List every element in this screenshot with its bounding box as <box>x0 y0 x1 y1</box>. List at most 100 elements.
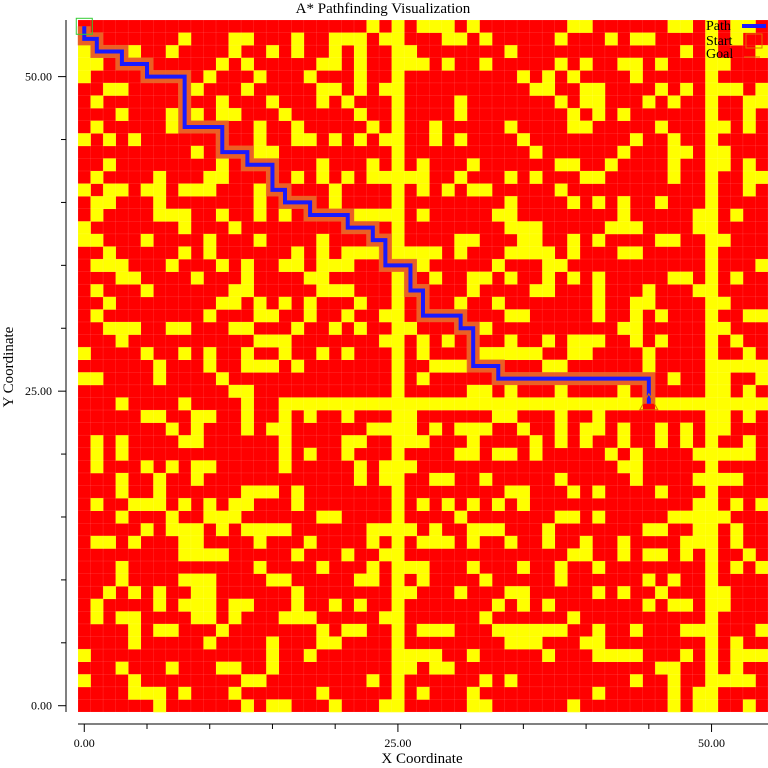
wall-cell <box>680 548 694 562</box>
wall-cell <box>178 686 192 700</box>
wall-cell <box>705 321 719 335</box>
wall-cell <box>291 548 305 562</box>
wall-cell <box>416 158 430 172</box>
wall-cell <box>705 472 719 486</box>
wall-cell <box>567 196 581 210</box>
wall-cell <box>228 686 242 700</box>
wall-cell <box>492 296 505 310</box>
wall-cell <box>680 623 694 637</box>
wall-cell <box>554 359 568 373</box>
wall-cell <box>441 498 455 511</box>
wall-cell <box>291 170 305 184</box>
wall-cell <box>291 485 305 499</box>
wall-cell <box>228 510 242 524</box>
wall-cell <box>328 183 342 197</box>
x-tick-label: 0.00 <box>74 736 95 750</box>
wall-cell <box>115 661 129 675</box>
wall-cell <box>391 586 405 600</box>
wall-cell <box>228 45 242 59</box>
wall-cell <box>705 674 719 688</box>
wall-cell <box>554 435 568 449</box>
wall-cell <box>316 510 330 524</box>
wall-cell <box>391 422 405 436</box>
wall-cell <box>567 271 581 285</box>
wall-cell <box>416 57 430 71</box>
wall-cell <box>266 95 280 109</box>
wall-cell <box>253 70 267 84</box>
wall-cell <box>742 699 756 713</box>
wall-cell <box>529 435 543 449</box>
wall-cell <box>680 145 694 159</box>
wall-cell <box>216 208 229 222</box>
wall-cell <box>416 623 430 637</box>
wall-cell <box>354 246 367 260</box>
wall-cell <box>592 296 606 310</box>
wall-cell <box>379 309 392 323</box>
wall-cell <box>667 686 681 700</box>
wall-cell <box>128 535 142 549</box>
wall-cell <box>755 359 768 373</box>
x-tick-label: 25.00 <box>384 736 411 750</box>
wall-cell <box>554 384 568 398</box>
wall-cell <box>730 359 744 373</box>
wall-cell <box>316 170 330 184</box>
wall-cell <box>717 674 731 688</box>
wall-cell <box>667 158 681 172</box>
wall-cell <box>554 95 568 109</box>
wall-cell <box>165 623 179 637</box>
wall-cell <box>667 674 681 688</box>
wall-cell <box>328 598 342 612</box>
wall-cell <box>354 598 367 612</box>
wall-cell <box>103 246 116 260</box>
wall-cell <box>730 447 744 461</box>
wall-cell <box>655 422 668 436</box>
wall-cell <box>692 686 706 700</box>
wall-cell <box>504 196 518 210</box>
wall-cell <box>165 259 179 272</box>
wall-cell <box>190 435 204 449</box>
wall-cell <box>705 196 719 210</box>
wall-cell <box>692 498 706 511</box>
wall-cell <box>717 384 731 398</box>
wall-cell <box>630 57 643 71</box>
wall-cell <box>153 170 167 184</box>
y-tick-label: 0.00 <box>31 699 52 713</box>
wall-cell <box>479 611 493 625</box>
wall-cell <box>228 661 242 675</box>
wall-cell <box>655 334 668 348</box>
wall-cell <box>466 20 480 33</box>
wall-cell <box>416 372 430 386</box>
wall-cell <box>630 334 643 348</box>
wall-cell <box>730 561 744 574</box>
wall-cell <box>391 649 405 662</box>
wall-cell <box>529 170 543 184</box>
wall-cell <box>190 108 204 121</box>
goal-marker <box>638 392 659 411</box>
wall-cell <box>579 170 593 184</box>
wall-cell <box>705 183 719 197</box>
wall-cell <box>479 57 493 71</box>
wall-cell <box>316 636 330 650</box>
wall-cell <box>705 158 719 172</box>
wall-cell <box>705 133 719 147</box>
wall-cell <box>391 435 405 449</box>
wall-cell <box>178 523 192 537</box>
wall-cell <box>529 221 543 235</box>
wall-cell <box>366 158 380 172</box>
wall-cell <box>190 535 204 549</box>
wall-cell <box>78 45 91 59</box>
wall-cell <box>466 649 480 662</box>
wall-cell <box>579 57 593 71</box>
wall-cell <box>454 359 468 373</box>
wall-cell <box>404 321 418 335</box>
wall-cell <box>742 674 756 688</box>
wall-cell <box>567 70 581 84</box>
wall-cell <box>90 598 104 612</box>
wall-cell <box>592 636 606 650</box>
wall-cell <box>140 347 154 361</box>
wall-cell <box>579 82 593 96</box>
y-axis-label: Y Coordinate <box>1 326 17 407</box>
wall-cell <box>128 686 142 700</box>
wall-cell <box>429 20 443 33</box>
